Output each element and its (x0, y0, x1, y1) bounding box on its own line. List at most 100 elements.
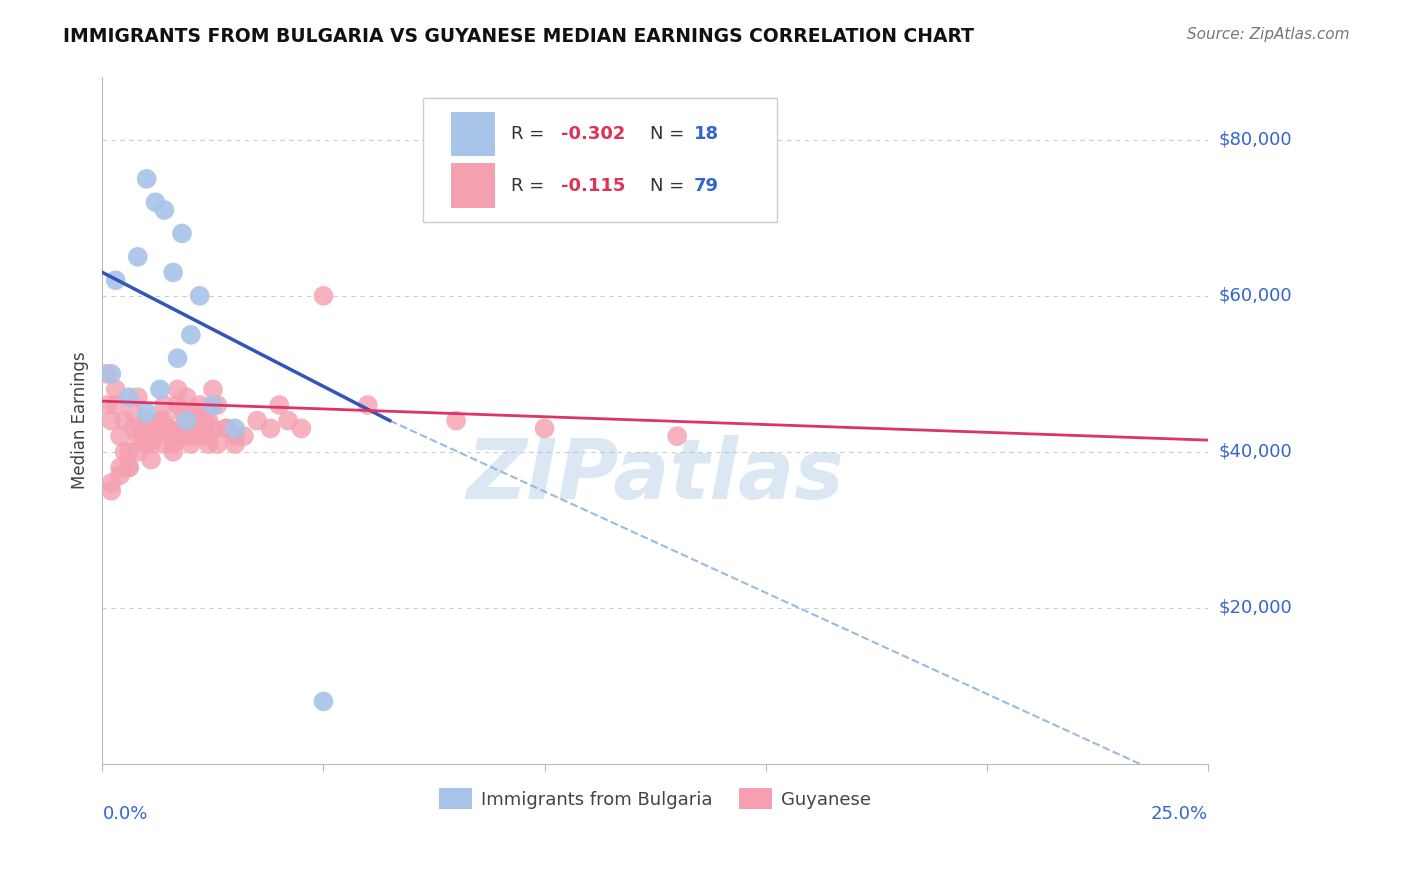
Point (96, 367, 118, 381)
Point (162, 265, 184, 279)
Text: 79: 79 (693, 177, 718, 194)
Point (131, 429, 153, 443)
Point (197, 414, 219, 428)
Point (139, 452, 162, 467)
Point (139, 437, 162, 451)
Point (127, 250, 149, 264)
Point (127, 390, 149, 404)
Point (193, 414, 215, 428)
Point (118, 390, 141, 404)
Point (153, 414, 176, 428)
Point (312, 289, 335, 303)
Point (135, 437, 157, 451)
Point (104, 398, 127, 412)
Point (145, 429, 167, 443)
Text: N =: N = (650, 125, 689, 143)
Point (269, 398, 291, 412)
Point (108, 429, 131, 443)
Point (176, 421, 198, 435)
Point (153, 437, 176, 451)
Point (193, 421, 215, 435)
Text: ZIPatlas: ZIPatlas (467, 435, 844, 516)
Point (104, 383, 127, 397)
Point (122, 406, 145, 420)
Point (118, 460, 141, 475)
Point (188, 414, 211, 428)
Point (207, 437, 229, 451)
Point (170, 429, 193, 443)
Point (180, 421, 202, 435)
Point (290, 421, 312, 435)
Point (114, 445, 136, 459)
Point (666, 429, 689, 443)
Text: R =: R = (512, 125, 550, 143)
Text: R =: R = (512, 177, 557, 194)
Point (153, 202, 176, 217)
FancyBboxPatch shape (423, 98, 776, 221)
Point (170, 421, 193, 435)
Text: Source: ZipAtlas.com: Source: ZipAtlas.com (1187, 27, 1350, 42)
Point (162, 429, 184, 443)
Legend: Immigrants from Bulgaria, Guyanese: Immigrants from Bulgaria, Guyanese (432, 781, 879, 816)
Point (131, 421, 153, 435)
Point (224, 421, 246, 435)
Point (201, 398, 224, 412)
Point (104, 273, 127, 287)
Point (259, 421, 281, 435)
Point (114, 414, 136, 428)
Point (166, 383, 188, 397)
Point (166, 398, 188, 412)
Text: N =: N = (650, 177, 689, 194)
Point (118, 445, 141, 459)
Point (135, 414, 157, 428)
Point (246, 414, 269, 428)
Point (180, 327, 202, 342)
Text: IMMIGRANTS FROM BULGARIA VS GUYANESE MEDIAN EARNINGS CORRELATION CHART: IMMIGRANTS FROM BULGARIA VS GUYANESE MED… (63, 27, 974, 45)
Point (127, 429, 149, 443)
Text: 25.0%: 25.0% (1150, 805, 1208, 823)
Point (100, 414, 122, 428)
Point (170, 227, 193, 241)
Point (277, 414, 299, 428)
Point (145, 421, 167, 435)
Point (100, 367, 122, 381)
Point (533, 421, 555, 435)
Point (122, 421, 145, 435)
Point (215, 421, 238, 435)
Y-axis label: Median Earnings: Median Earnings (72, 351, 89, 490)
Point (180, 429, 202, 443)
Point (149, 383, 172, 397)
Point (176, 390, 198, 404)
Text: $20,000: $20,000 (1219, 599, 1292, 617)
Point (170, 406, 193, 420)
Point (180, 437, 202, 451)
Point (162, 437, 184, 451)
Point (197, 437, 219, 451)
Point (149, 414, 172, 428)
Point (108, 460, 131, 475)
Point (215, 421, 238, 435)
Point (108, 468, 131, 483)
Point (197, 429, 219, 443)
Point (135, 437, 157, 451)
Text: 0.0%: 0.0% (103, 805, 148, 823)
Point (224, 437, 246, 451)
Point (149, 414, 172, 428)
Text: -0.302: -0.302 (561, 125, 626, 143)
FancyBboxPatch shape (450, 112, 495, 156)
Point (127, 445, 149, 459)
Point (100, 476, 122, 491)
Point (118, 460, 141, 475)
Point (135, 406, 157, 420)
Point (153, 398, 176, 412)
Point (145, 421, 167, 435)
Point (357, 398, 380, 412)
Point (188, 398, 211, 412)
Text: -0.115: -0.115 (561, 177, 626, 194)
Point (145, 195, 167, 210)
Point (96, 398, 118, 412)
Point (100, 483, 122, 498)
Text: $80,000: $80,000 (1219, 131, 1292, 149)
Point (184, 414, 207, 428)
Text: $60,000: $60,000 (1219, 287, 1292, 305)
